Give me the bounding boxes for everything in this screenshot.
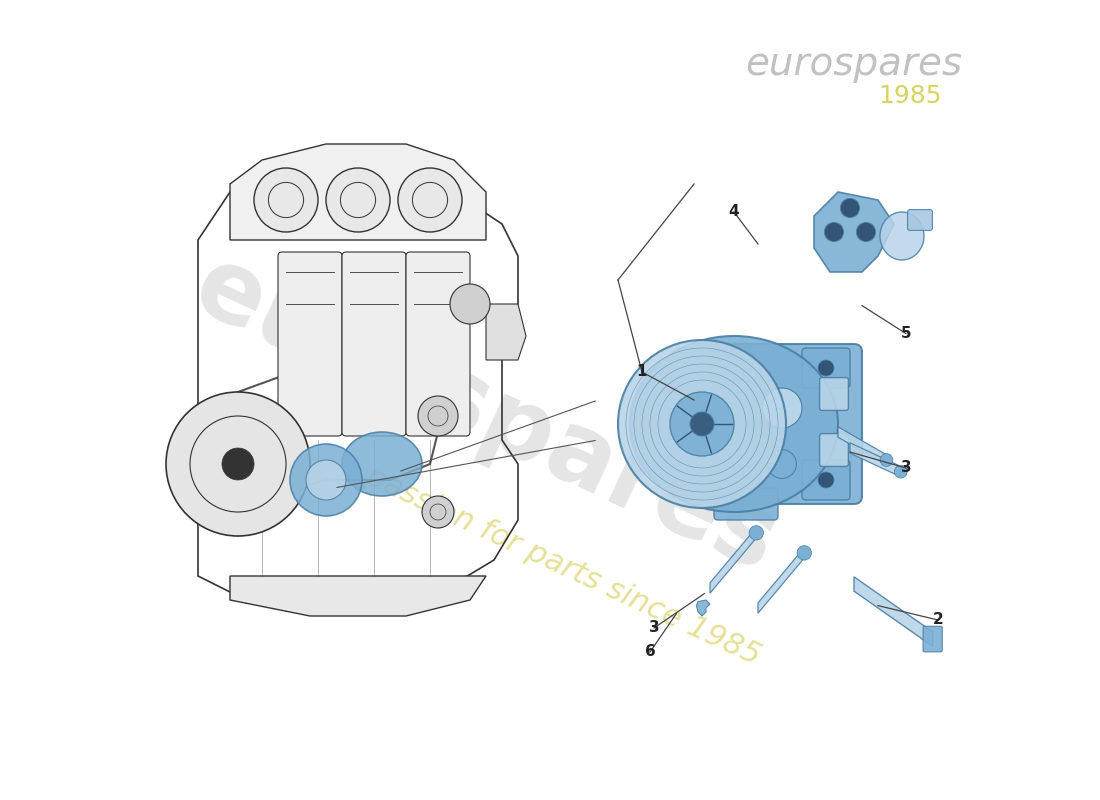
Text: 3: 3 [649, 621, 659, 635]
Polygon shape [838, 426, 887, 465]
Text: 1: 1 [637, 365, 647, 379]
Text: 3: 3 [901, 461, 911, 475]
FancyBboxPatch shape [406, 252, 470, 436]
Circle shape [326, 168, 390, 232]
Circle shape [840, 198, 859, 218]
FancyBboxPatch shape [802, 460, 850, 500]
Text: 4: 4 [728, 205, 739, 219]
Text: eurospares: eurospares [746, 45, 962, 83]
Circle shape [749, 526, 763, 540]
Text: a passion for parts since 1985: a passion for parts since 1985 [336, 450, 764, 670]
Polygon shape [486, 304, 526, 360]
Circle shape [166, 392, 310, 536]
Polygon shape [814, 192, 894, 272]
Circle shape [798, 546, 812, 560]
Polygon shape [230, 144, 486, 240]
Circle shape [818, 472, 834, 488]
Circle shape [418, 396, 458, 436]
FancyBboxPatch shape [710, 344, 862, 504]
Polygon shape [696, 600, 710, 616]
Circle shape [306, 460, 346, 500]
Ellipse shape [630, 336, 838, 512]
Polygon shape [850, 443, 901, 477]
Polygon shape [230, 576, 486, 616]
Circle shape [254, 168, 318, 232]
Circle shape [222, 448, 254, 480]
FancyBboxPatch shape [820, 378, 848, 410]
Circle shape [818, 360, 834, 376]
Circle shape [690, 412, 714, 436]
FancyBboxPatch shape [342, 252, 406, 436]
FancyBboxPatch shape [278, 252, 342, 436]
Circle shape [290, 444, 362, 516]
Ellipse shape [342, 432, 422, 496]
Ellipse shape [880, 212, 924, 260]
Circle shape [894, 466, 908, 478]
Circle shape [618, 340, 786, 508]
Circle shape [880, 454, 893, 466]
Circle shape [398, 168, 462, 232]
FancyBboxPatch shape [923, 626, 943, 652]
Circle shape [824, 222, 844, 242]
FancyBboxPatch shape [802, 348, 850, 388]
Circle shape [422, 496, 454, 528]
Polygon shape [758, 548, 804, 613]
Text: 1985: 1985 [878, 84, 942, 108]
Circle shape [450, 284, 490, 324]
Circle shape [762, 388, 802, 428]
Text: 2: 2 [933, 613, 944, 627]
FancyBboxPatch shape [714, 488, 778, 520]
Circle shape [670, 392, 734, 456]
Text: 5: 5 [901, 326, 911, 341]
Text: eurospares: eurospares [179, 238, 793, 594]
FancyBboxPatch shape [908, 210, 933, 230]
FancyBboxPatch shape [820, 434, 848, 466]
Polygon shape [710, 528, 757, 594]
Text: 6: 6 [645, 645, 656, 659]
Circle shape [857, 222, 876, 242]
Polygon shape [854, 577, 933, 646]
